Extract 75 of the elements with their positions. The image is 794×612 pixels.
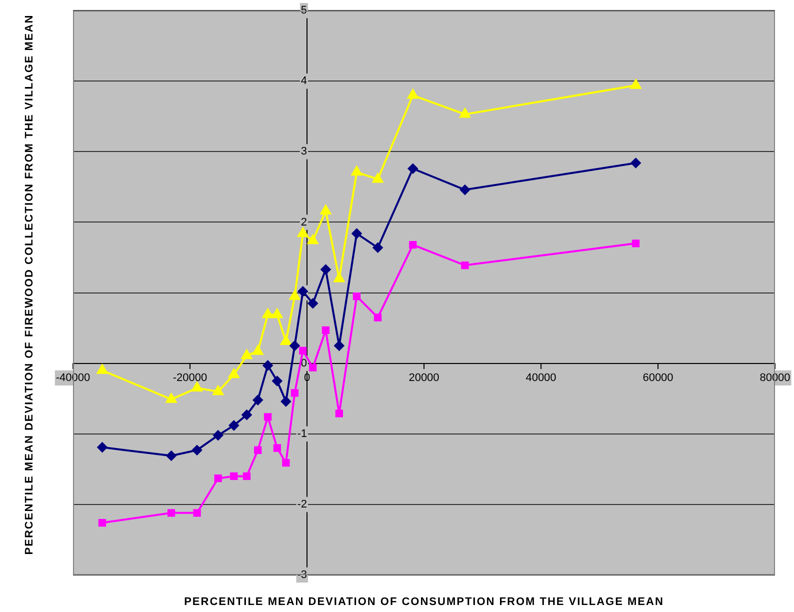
point [228, 420, 239, 430]
point [290, 340, 300, 351]
x-tick-label: 60000 [642, 372, 674, 384]
point [252, 345, 264, 355]
y-tick-label: 4 [300, 75, 307, 88]
point [167, 509, 176, 517]
x-tick-label: -20000 [172, 372, 208, 384]
x-tick-label: 40000 [526, 372, 556, 384]
x-tick-label: 20000 [408, 372, 440, 384]
point [98, 518, 106, 527]
point [290, 389, 299, 397]
point [298, 286, 308, 296]
point [97, 442, 108, 452]
x-axis-title: PERCENTILE MEAN DEVIATION OF CONSUMPTION FROM THE VILLAGE MEAN [183, 596, 665, 608]
point [408, 89, 418, 99]
point [309, 364, 317, 372]
point [272, 376, 282, 386]
point [166, 393, 177, 403]
y-axis-title: PERCENTILE MEAN DEVIATION OF FIREWOOD COLLECTION FROM THE VILLAGE MEAN [22, 13, 36, 557]
point [262, 308, 274, 318]
point [264, 413, 272, 421]
x-tick-label: -40000 [56, 372, 90, 384]
y-tick-label: 3 [300, 146, 307, 158]
point [334, 272, 345, 282]
point [372, 242, 383, 253]
point [230, 472, 238, 480]
point [272, 308, 282, 318]
point [252, 395, 263, 406]
point [273, 444, 281, 452]
point [242, 410, 252, 420]
point [409, 241, 417, 249]
point [298, 228, 308, 238]
point [335, 410, 344, 418]
point [280, 335, 292, 345]
point [166, 450, 176, 461]
point [308, 298, 318, 308]
point [262, 360, 273, 370]
y-tick-label: 0 [300, 357, 307, 370]
point [282, 458, 290, 467]
point [192, 382, 202, 392]
point [351, 166, 362, 176]
point [320, 264, 331, 275]
point [320, 204, 332, 214]
point [289, 290, 300, 300]
point [322, 326, 330, 334]
point [228, 368, 240, 378]
point [213, 430, 224, 440]
x-tick-label: 80000 [760, 372, 790, 384]
point [372, 173, 384, 183]
point [254, 446, 262, 454]
point [460, 108, 470, 118]
point [461, 261, 469, 270]
y-tick-label: 5 [300, 4, 307, 17]
point [241, 350, 252, 360]
point [630, 79, 642, 89]
point [96, 364, 108, 374]
point [408, 164, 418, 174]
point [280, 396, 291, 406]
point [352, 292, 361, 300]
point [212, 386, 224, 396]
point [374, 314, 382, 322]
point [308, 234, 318, 244]
y-tick-label: -2 [297, 498, 307, 510]
point [352, 228, 362, 239]
point [214, 474, 222, 482]
point [460, 184, 470, 195]
point [632, 240, 640, 248]
point [299, 346, 307, 354]
point [630, 158, 641, 168]
point [193, 509, 201, 517]
point [192, 445, 202, 456]
y-tick-label: 2 [300, 216, 307, 228]
y-tick-label: -1 [297, 428, 307, 440]
point [334, 340, 344, 351]
point [242, 472, 251, 480]
